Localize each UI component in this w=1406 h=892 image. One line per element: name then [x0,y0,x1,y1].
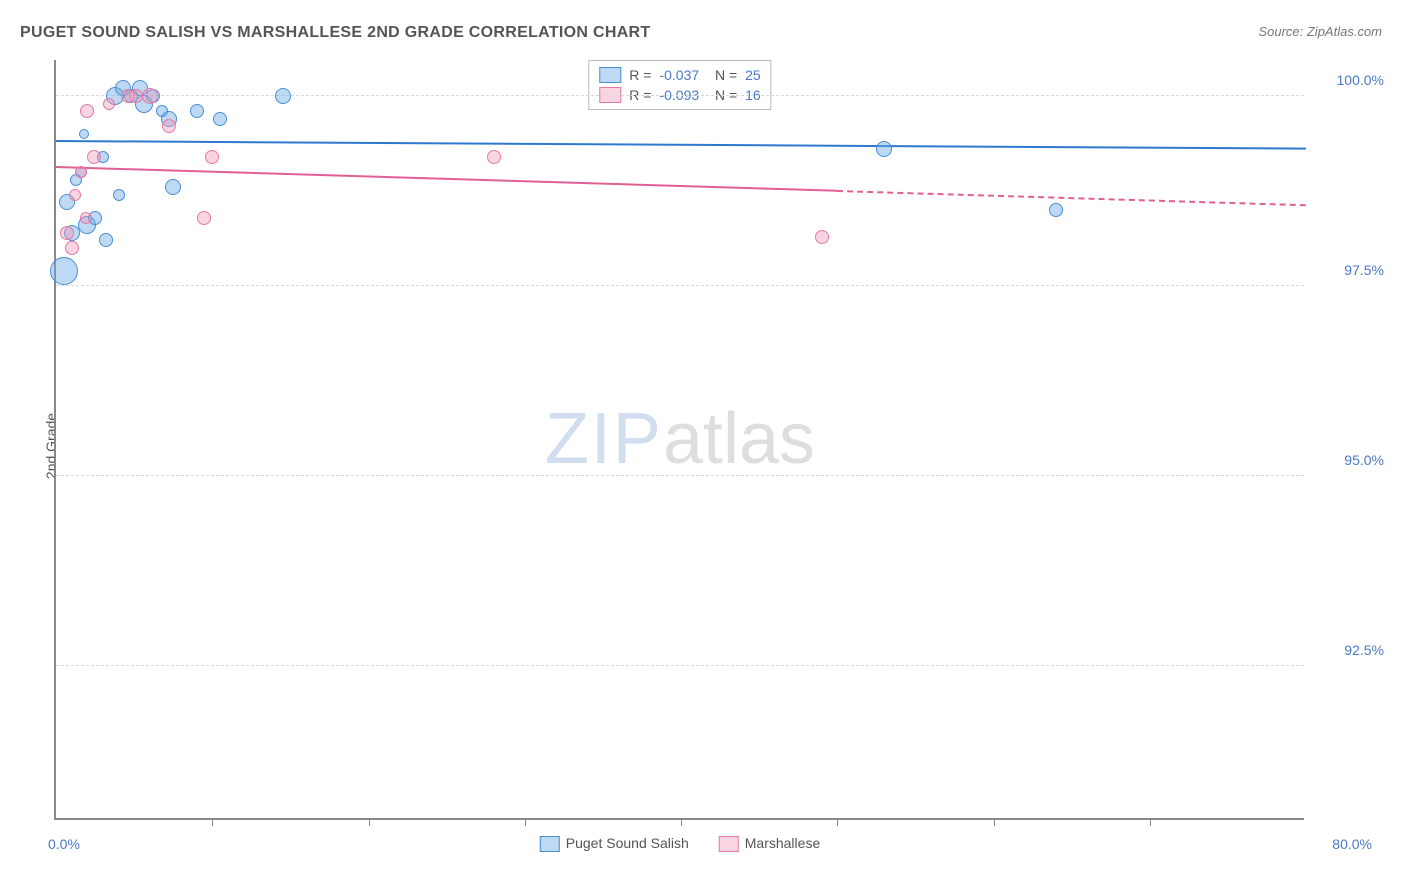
data-point [79,129,89,139]
series-legend-label: Puget Sound Salish [566,835,689,851]
legend-row: R = -0.037 N = 25 [599,65,760,85]
x-tick [212,818,213,826]
source-attribution: Source: ZipAtlas.com [1258,24,1382,39]
x-tick [525,818,526,826]
trend-line [837,190,1306,206]
x-tick [1150,818,1151,826]
correlation-legend: R = -0.037 N = 25R = -0.093 N = 16 [588,60,771,110]
x-tick [837,818,838,826]
watermark-part1: ZIP [545,399,663,479]
gridline [56,665,1304,666]
data-point [65,241,79,255]
data-point [162,119,176,133]
chart-title: PUGET SOUND SALISH VS MARSHALLESE 2ND GR… [20,24,650,42]
data-point [75,166,87,178]
series-legend-item: Marshallese [719,835,820,852]
series-legend-item: Puget Sound Salish [540,835,689,852]
data-point [103,98,115,110]
gridline [56,285,1304,286]
series-legend: Puget Sound Salish Marshallese [540,835,820,852]
watermark-part2: atlas [663,399,815,479]
legend-n-value: 25 [745,67,761,83]
legend-r-value: -0.037 [659,67,699,83]
data-point [80,212,92,224]
x-tick [681,818,682,826]
watermark: ZIPatlas [545,398,815,480]
data-point [99,233,113,247]
x-axis-max-label: 80.0% [1332,836,1372,852]
y-tick-label: 95.0% [1314,452,1384,468]
data-point [69,189,81,201]
data-point [80,104,94,118]
data-point [113,189,125,201]
data-point [50,257,78,285]
legend-swatch [540,836,560,852]
legend-swatch [599,67,621,83]
data-point [165,179,181,195]
data-point [487,150,501,164]
data-point [142,88,158,104]
data-point [815,230,829,244]
y-tick-label: 100.0% [1314,72,1384,88]
legend-swatch [719,836,739,852]
data-point [60,226,74,240]
scatter-plot-area: ZIPatlas R = -0.037 N = 25R = -0.093 N =… [54,60,1304,820]
data-point [129,89,143,103]
data-point [876,141,892,157]
data-point [190,104,204,118]
gridline [56,95,1304,96]
data-point [1049,203,1063,217]
data-point [197,211,211,225]
data-point [205,150,219,164]
legend-n-label: N = [707,67,737,83]
x-tick [994,818,995,826]
series-legend-label: Marshallese [745,835,820,851]
x-axis-min-label: 0.0% [48,836,80,852]
y-tick-label: 97.5% [1314,262,1384,278]
legend-r-label: R = [629,67,651,83]
data-point [275,88,291,104]
x-tick [369,818,370,826]
y-tick-label: 92.5% [1314,642,1384,658]
data-point [213,112,227,126]
trend-line [56,140,1306,150]
data-point [87,150,101,164]
gridline [56,475,1304,476]
